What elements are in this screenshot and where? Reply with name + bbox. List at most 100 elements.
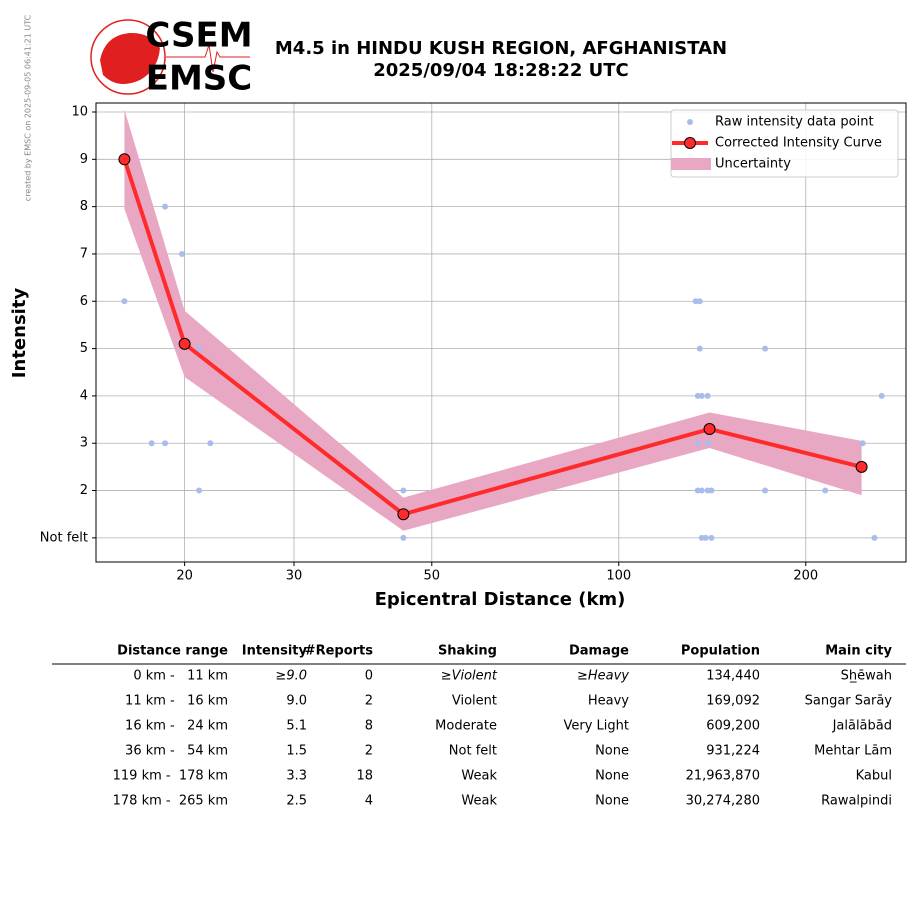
table-cell: Very Light xyxy=(564,719,630,734)
plot-frame xyxy=(95,102,907,563)
logo-seismogram xyxy=(166,44,250,73)
table-cell: Heavy xyxy=(588,694,629,709)
y-tick-label: 2 xyxy=(80,483,88,498)
table-cell: Moderate xyxy=(435,719,497,734)
table-cell: 2 xyxy=(365,744,373,759)
raw-point xyxy=(162,203,169,210)
table-cell: ≥9.0 xyxy=(275,669,307,684)
table-cell: 4 xyxy=(365,794,373,809)
table-cell: 931,224 xyxy=(706,744,760,759)
y-tick-label: 5 xyxy=(80,341,88,356)
logo: CSEM EMSC xyxy=(90,16,253,99)
table-header: Population xyxy=(681,644,760,659)
y-tick-label: 6 xyxy=(80,294,88,309)
raw-point xyxy=(694,440,701,447)
table-cell: Violent xyxy=(452,694,497,709)
legend-label: Raw intensity data point xyxy=(715,115,874,130)
y-tick-label: Not felt xyxy=(40,530,88,545)
raw-point xyxy=(696,345,703,352)
raw-point xyxy=(762,487,769,494)
legend-label: Uncertainty xyxy=(715,157,791,172)
logo-top: CSEM xyxy=(145,16,252,56)
table-header: Damage xyxy=(569,644,629,659)
table-cell: None xyxy=(595,744,629,759)
y-axis-label: Intensity xyxy=(9,288,30,379)
table-header: Intensity xyxy=(242,644,308,659)
table-cell: None xyxy=(595,794,629,809)
x-tick-label: 20 xyxy=(176,569,193,584)
table-cell: ≥Violent xyxy=(441,669,498,684)
y-tick-label: 3 xyxy=(80,436,88,451)
legend-box xyxy=(670,109,899,178)
raw-point xyxy=(698,487,705,494)
table-cell: 11 km - 16 km xyxy=(125,694,228,709)
table-header: #Reports xyxy=(305,644,374,659)
raw-point xyxy=(871,534,878,541)
raw-point xyxy=(698,392,705,399)
raw-point xyxy=(400,534,407,541)
table-cell: 21,963,870 xyxy=(686,769,760,784)
raw-point xyxy=(878,392,885,399)
uncertainty-band xyxy=(124,109,862,531)
table-cell: 9.0 xyxy=(286,694,307,709)
table-cell: 8 xyxy=(365,719,373,734)
chart-subtitle: 2025/09/04 18:28:22 UTC xyxy=(373,60,629,81)
logo-bottom: EMSC xyxy=(146,59,253,99)
legend-marker xyxy=(687,119,693,125)
table-cell: 178 km - 265 km xyxy=(113,794,228,809)
table-cell: Kabul xyxy=(856,769,892,784)
table-cell: 16 km - 24 km xyxy=(125,719,228,734)
table-header: Shaking xyxy=(438,644,497,659)
table-cell: Sh̲ēwah xyxy=(841,669,892,684)
table-cell: Weak xyxy=(461,769,497,784)
raw-point xyxy=(196,345,203,352)
table-cell: 2 xyxy=(365,694,373,709)
raw-point xyxy=(708,534,715,541)
table-cell: 2.5 xyxy=(286,794,307,809)
table-cell: 18 xyxy=(356,769,373,784)
y-tick-label: 10 xyxy=(71,104,88,119)
raw-point xyxy=(822,487,829,494)
x-tick-label: 50 xyxy=(424,569,441,584)
raw-point xyxy=(704,440,711,447)
legend-marker xyxy=(684,137,696,149)
y-tick-label: 8 xyxy=(80,199,88,214)
raw-point xyxy=(708,487,715,494)
curve-point xyxy=(178,337,191,350)
table-cell: Jalālābād xyxy=(832,719,892,734)
curve-point xyxy=(855,460,868,473)
curve-point xyxy=(118,153,131,166)
logo-map xyxy=(100,32,160,84)
table-cell: 119 km - 178 km xyxy=(113,769,228,784)
raw-point xyxy=(859,440,866,447)
table-cell: ≥Heavy xyxy=(577,669,629,684)
raw-point xyxy=(762,345,769,352)
curve-point xyxy=(703,423,716,436)
x-axis-label: Epicentral Distance (km) xyxy=(375,589,626,610)
table-cell: Sangar Sarāy xyxy=(805,694,893,709)
x-tick-label: 100 xyxy=(606,569,631,584)
x-tick-label: 200 xyxy=(793,569,818,584)
y-tick-label: 4 xyxy=(80,388,88,403)
raw-point xyxy=(178,250,185,257)
raw-point xyxy=(162,440,169,447)
table-cell: 134,440 xyxy=(706,669,760,684)
raw-point xyxy=(696,298,703,305)
y-tick-label: 9 xyxy=(80,152,88,167)
table-cell: 5.1 xyxy=(286,719,307,734)
raw-point xyxy=(704,392,711,399)
table-header: Distance range xyxy=(117,644,228,659)
table-cell: Not felt xyxy=(449,744,497,759)
raw-point xyxy=(207,440,214,447)
x-tick-label: 30 xyxy=(286,569,303,584)
legend-marker xyxy=(671,158,711,170)
table-cell: None xyxy=(595,769,629,784)
raw-point xyxy=(196,487,203,494)
table-cell: 609,200 xyxy=(706,719,760,734)
table-header: Main city xyxy=(825,644,892,659)
curve-point xyxy=(397,508,410,521)
chart-title: M4.5 in HINDU KUSH REGION, AFGHANISTAN xyxy=(275,38,727,59)
y-tick-label: 7 xyxy=(80,246,88,261)
logo-circle xyxy=(90,19,166,95)
